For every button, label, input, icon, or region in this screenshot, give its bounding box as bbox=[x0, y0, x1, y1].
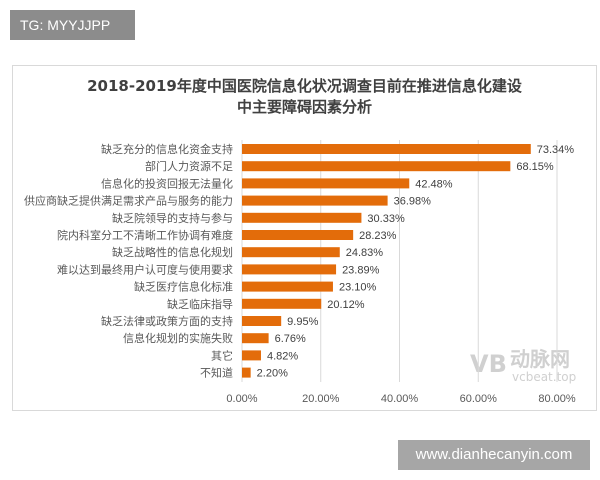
data-label: 68.15% bbox=[516, 161, 554, 173]
category-label: 其它 bbox=[211, 348, 233, 362]
chart-frame bbox=[12, 65, 597, 411]
bar bbox=[242, 281, 333, 292]
x-tick-label: 0.00% bbox=[226, 393, 257, 405]
category-label: 信息化规划的实施失败 bbox=[123, 331, 233, 345]
bar bbox=[242, 212, 362, 223]
data-label: 23.10% bbox=[339, 282, 377, 294]
category-label: 缺乏充分的信息化资金支持 bbox=[101, 142, 233, 156]
data-label: 2.20% bbox=[257, 368, 288, 380]
data-label: 9.95% bbox=[287, 316, 318, 328]
category-label: 缺乏战略性的信息化规划 bbox=[112, 245, 233, 259]
x-tick-label: 80.00% bbox=[538, 393, 576, 405]
data-label: 42.48% bbox=[415, 178, 453, 190]
category-label: 供应商缺乏提供满足需求产品与服务的能力 bbox=[24, 194, 233, 208]
footer-url: www.dianhecanyin.com bbox=[398, 440, 590, 470]
category-label: 部门人力资源不足 bbox=[145, 159, 233, 173]
watermark-name: 动脉网 bbox=[510, 347, 570, 371]
data-label: 28.23% bbox=[359, 230, 397, 242]
data-label: 30.33% bbox=[367, 213, 405, 225]
bar bbox=[242, 264, 337, 275]
category-label: 信息化的投资回报无法量化 bbox=[101, 176, 233, 190]
category-label: 缺乏临床指导 bbox=[167, 297, 233, 311]
chart-title: 2018-2019年度中国医院信息化状况调查目前在推进信息化建设 中主要障碍因素… bbox=[12, 76, 597, 118]
watermark-logo-icon: VB bbox=[470, 350, 507, 378]
bar bbox=[242, 144, 531, 154]
data-label: 20.12% bbox=[327, 299, 365, 311]
bar bbox=[242, 298, 322, 309]
bar bbox=[242, 178, 410, 189]
bar bbox=[242, 230, 354, 240]
data-label: 6.76% bbox=[275, 333, 306, 345]
data-label: 4.82% bbox=[267, 350, 298, 362]
bar bbox=[242, 247, 340, 258]
data-label: 73.34% bbox=[537, 144, 575, 156]
data-label: 36.98% bbox=[394, 196, 432, 208]
bar bbox=[242, 161, 511, 172]
bar bbox=[242, 367, 251, 378]
watermark-url: vcbeat.top bbox=[512, 370, 576, 384]
category-label: 缺乏法律或政策方面的支持 bbox=[101, 314, 233, 328]
x-tick-label: 40.00% bbox=[381, 393, 419, 405]
chart-title-line1: 2018-2019年度中国医院信息化状况调查目前在推进信息化建设 bbox=[87, 77, 522, 95]
bar bbox=[242, 316, 282, 326]
bar bbox=[242, 333, 269, 344]
chart-title-line2: 中主要障碍因素分析 bbox=[236, 98, 372, 116]
data-label: 23.89% bbox=[342, 264, 380, 276]
category-label: 难以达到最终用户认可度与使用要求 bbox=[57, 262, 233, 276]
x-tick-label: 60.00% bbox=[460, 393, 498, 405]
data-label: 24.83% bbox=[346, 247, 384, 259]
tag-label: TG: MYYJJPP bbox=[10, 10, 135, 40]
category-label: 缺乏院领导的支持与参与 bbox=[112, 211, 233, 225]
bar bbox=[242, 195, 388, 206]
bar bbox=[242, 350, 261, 361]
category-label: 缺乏医疗信息化标准 bbox=[134, 280, 233, 294]
x-tick-label: 20.00% bbox=[302, 393, 340, 405]
category-label: 不知道 bbox=[200, 366, 233, 380]
category-label: 院内科室分工不清晰工作协调有难度 bbox=[57, 228, 233, 242]
